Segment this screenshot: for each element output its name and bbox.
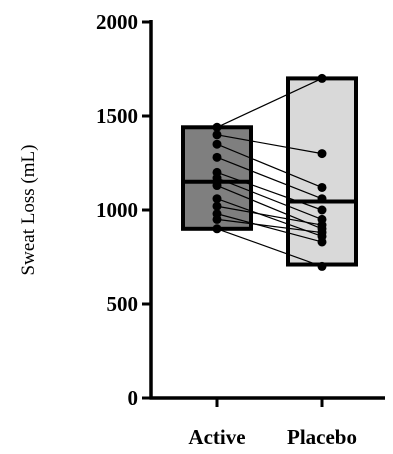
- data-point-placebo: [317, 220, 327, 230]
- pair-line: [216, 228, 323, 267]
- pair-line: [216, 156, 323, 200]
- data-point-active: [212, 201, 222, 211]
- data-point-placebo: [317, 261, 327, 271]
- data-point-active: [212, 214, 222, 224]
- data-point-placebo: [317, 205, 327, 215]
- data-point-active: [212, 194, 222, 204]
- x-category-label: Active: [188, 425, 245, 449]
- data-point-placebo: [317, 73, 327, 83]
- data-point-placebo: [317, 149, 327, 159]
- data-point-placebo: [317, 194, 327, 204]
- data-point-placebo: [317, 237, 327, 247]
- pair-line: [216, 77, 323, 128]
- y-axis-label: Sweat Loss (mL): [18, 145, 39, 276]
- data-point-placebo: [317, 228, 327, 238]
- data-point-placebo: [317, 182, 327, 192]
- data-point-active: [212, 224, 222, 234]
- y-tick-label: 2000: [96, 10, 138, 34]
- data-point-active: [212, 181, 222, 191]
- pair-line: [216, 218, 323, 234]
- x-category-label: Placebo: [287, 425, 357, 449]
- data-point-active: [212, 122, 222, 132]
- pair-line: [216, 213, 323, 243]
- data-point-active: [212, 130, 222, 140]
- pair-line: [216, 134, 323, 155]
- data-point-active: [212, 139, 222, 149]
- y-tick-label: 1000: [96, 198, 138, 222]
- pair-line: [216, 143, 323, 188]
- pair-line: [216, 177, 323, 220]
- data-point-active: [212, 173, 222, 183]
- y-tick-label: 0: [128, 386, 139, 410]
- pair-line: [216, 205, 323, 226]
- y-tick-label: 500: [107, 292, 139, 316]
- y-tick-label: 1500: [96, 104, 138, 128]
- data-point-active: [212, 152, 222, 162]
- pair-line: [216, 171, 323, 211]
